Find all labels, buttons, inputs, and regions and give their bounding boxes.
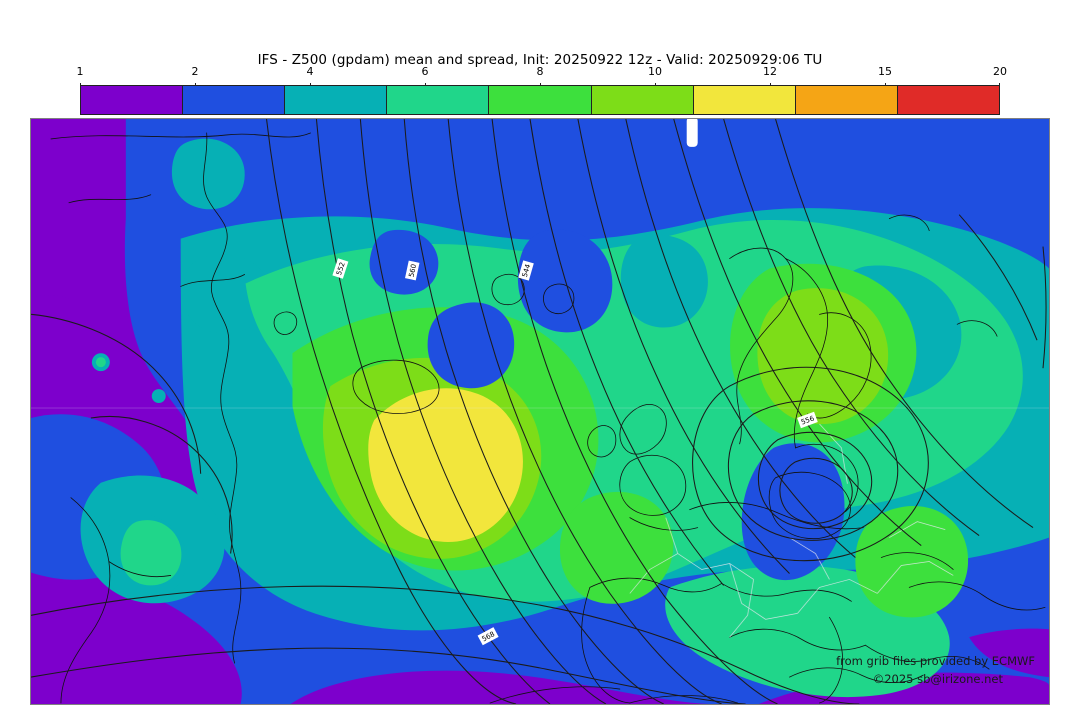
colorbar-segments <box>80 85 1000 115</box>
contour-label: 560 <box>405 260 420 281</box>
colorbar-segment-10-12 <box>591 86 694 114</box>
copyright-attribution: ©2025 sb@irizone.net <box>872 672 1003 686</box>
map-svg: 552560544568556580564 <box>31 119 1049 704</box>
colorbar-segment-8-10 <box>489 86 592 114</box>
svg-text:552: 552 <box>335 261 347 276</box>
colorbar-segment-6-8 <box>387 86 490 114</box>
coastline-layer <box>50 132 1046 704</box>
colorbar-segment-1-2 <box>81 86 184 114</box>
colorbar-tick-12: 12 <box>763 65 777 78</box>
map-canvas[interactable]: 552560544568556580564 from grib files pr… <box>30 118 1050 705</box>
colorbar-tick-15: 15 <box>878 65 892 78</box>
contour-label: 556 <box>797 411 818 429</box>
colorbar-segment-15-20 <box>795 86 898 114</box>
colorbar-tick-8: 8 <box>536 65 544 78</box>
colorbar-segment-12-15 <box>693 86 796 114</box>
border-layer <box>31 407 1049 638</box>
colorbar-tick-4: 4 <box>306 65 314 78</box>
colorbar-segment-4-6 <box>285 86 388 114</box>
colorbar-segment-2-4 <box>183 86 286 114</box>
contour-label-layer: 552560544568556580564 <box>332 258 818 646</box>
colorbar: 1 2 4 6 8 10 12 15 20 <box>77 65 1007 115</box>
svg-text:544: 544 <box>521 263 533 279</box>
spread-fill-layer <box>31 119 1049 704</box>
contour-label: 544 <box>518 260 534 281</box>
colorbar-tick-labels: 1 2 4 6 8 10 12 15 20 <box>76 65 1007 88</box>
colorbar-tick-6: 6 <box>421 65 429 78</box>
colorbar-segment->20 <box>897 86 999 114</box>
page-title: IFS - Z500 (gpdam) mean and spread, Init… <box>257 52 823 68</box>
colorbar-tick-1: 1 <box>76 65 84 78</box>
contour-label: 552 <box>332 258 349 279</box>
source-attribution: from grib files provided by ECMWF <box>836 654 1035 668</box>
colorbar-tick-10: 10 <box>648 65 662 78</box>
svg-text:560: 560 <box>408 263 419 278</box>
colorbar-tick-2: 2 <box>191 65 199 78</box>
contour-label: 568 <box>477 627 499 646</box>
contour-layer <box>31 119 1047 704</box>
colorbar-tick-20: 20 <box>993 65 1007 78</box>
